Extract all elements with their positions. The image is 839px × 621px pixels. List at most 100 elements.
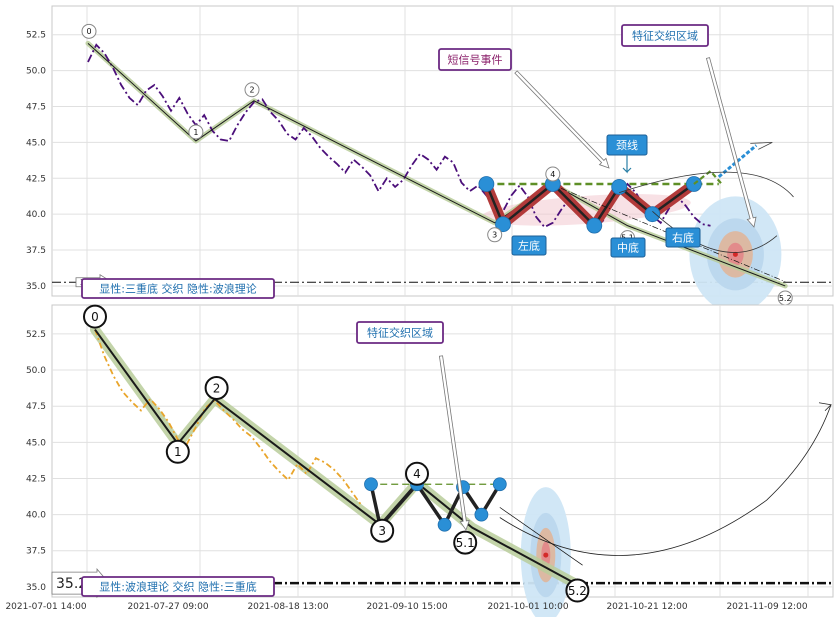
y-tick-label: 37.5 [26,246,46,256]
wave-label-circle [405,461,429,486]
x-tick-label: 2021-09-10 15:00 [366,602,447,612]
feature-zone-label-bottom: 特征交织区域 [356,321,444,344]
wave-label-text: 4 [413,467,421,481]
price-line [94,329,363,507]
top-panel: 52.550.047.545.042.540.037.535.035.26012… [26,5,834,313]
left-bottom-label-box [511,235,547,256]
triple-bottom-point [492,477,507,492]
x-tick-label: 2021-07-27 09:00 [127,602,208,612]
feature-zone-label-top: 特征交织区域 [621,24,709,47]
wave-label-text: 0 [91,310,99,324]
feature-zone-label-top-box [621,24,709,47]
triple-bottom-point [364,477,378,492]
wave-label-circle [487,227,503,243]
wave-label-circle [204,375,229,400]
wave-label-text: 5.2 [779,294,792,303]
right-bottom-label-text: 右底 [672,230,694,244]
wave-label-circle [545,166,561,182]
legend-bottom-box [81,576,275,597]
x-tick-label: 2021-10-01 10:00 [487,602,568,612]
wave-label: 0 [83,304,107,329]
wave-label-circle [370,518,395,543]
triple-bottom-point [478,176,495,192]
triple-bottom-point [611,178,628,195]
feature-zone-arrow-top-shape [705,57,757,228]
y-tick-label: 50.0 [26,67,46,77]
right-bottom-label: 右底 [665,227,701,248]
feature-zone-center [732,251,738,257]
feature-zone-arrow-bottom [438,355,470,531]
wave-label-circle [188,124,204,140]
middle-bottom-label-text: 中底 [617,240,639,254]
middle-bottom-label-box [610,237,646,258]
wave-label-text: 3 [492,231,497,240]
y-tick-label: 40.0 [26,511,46,521]
y-tick-label: 50.0 [26,366,46,376]
legend-top-box [81,278,275,299]
feature-zone-center [543,552,549,558]
y-tick-label: 35.0 [26,583,46,593]
wave-label-text: 0 [86,27,91,36]
x-tick-label: 2021-10-21 12:00 [606,602,687,612]
wave-label-circle [165,439,190,464]
triple-bottom-point [437,517,452,532]
neckline-extension [693,169,724,187]
projection-curve [499,404,832,556]
projection-curve-head [818,402,832,412]
wave-label-circle [565,578,590,603]
x-tick-label: 2021-11-09 12:00 [726,602,807,612]
feature-zone-label-bottom-text: 特征交织区域 [367,325,433,339]
left-bottom-label: 左底 [511,235,547,256]
wave-label: 5.2 [777,290,793,306]
feature-zone-arrow-top [705,57,757,228]
triple-bottom-point [644,206,661,223]
neckline-label: 颈线 [606,134,648,156]
y-tick-label: 35.0 [26,282,46,292]
short-signal-arrow [514,70,610,169]
wave-label: 2 [204,375,229,400]
wave-label: 0 [81,23,97,39]
legend-bottom-text: 显性:波浪理论 交织 隐性:三重底 [99,579,256,593]
y-tick-label: 37.5 [26,547,46,557]
short-signal-label: 短信号事件 [438,48,512,71]
wave-label: 5.1 [453,530,478,555]
wave-label: 4 [545,166,561,182]
wave-label-text: 1 [193,128,198,137]
left-bottom-label-text: 左底 [518,238,540,252]
wave-label: 2 [244,82,260,98]
wave-label: 1 [188,124,204,140]
y-tick-label: 45.0 [26,138,46,148]
bottom-panel: 52.550.047.545.042.540.037.535.0 35.26012… [26,304,834,621]
wave-label-text: 2 [249,86,254,95]
wave-label: 3 [370,518,395,543]
x-tick-label: 2021-08-18 13:00 [247,602,328,612]
wave-label-text: 2 [213,381,221,395]
short-signal-arrow-shape [514,70,610,169]
y-tick-label: 42.5 [26,474,46,484]
projection-curve-upper [619,171,794,198]
neckline-label-text: 颈线 [616,138,638,152]
right-bottom-label-box [665,227,701,248]
wave-label-text: 4 [550,170,555,179]
y-tick-label: 45.0 [26,438,46,448]
short-signal-label-text: 短信号事件 [448,52,503,66]
x-axis: 2021-07-01 14:00 2021-07-27 09:00 2021-08-… [5,602,807,612]
y-tick-label: 47.5 [26,402,46,412]
wave-line [87,42,786,287]
y-tick-label: 42.5 [26,174,46,184]
triple-bottom-point [474,507,489,522]
feature-zone-label-bottom-box [356,321,444,344]
breakout-arrow-head [750,141,773,150]
triple-bottom-point [495,216,511,233]
wave-label: 1 [165,439,190,464]
wave-label-text: 3 [378,524,386,538]
wave-label-circle [83,304,107,329]
short-signal-label-box [438,48,512,71]
neckline-pointer [622,155,632,174]
wave-label: 3 [487,227,503,243]
x-tick-label: 2021-07-01 14:00 [5,602,86,612]
wave-label-circle [244,82,260,98]
y-tick-label: 47.5 [26,102,46,112]
